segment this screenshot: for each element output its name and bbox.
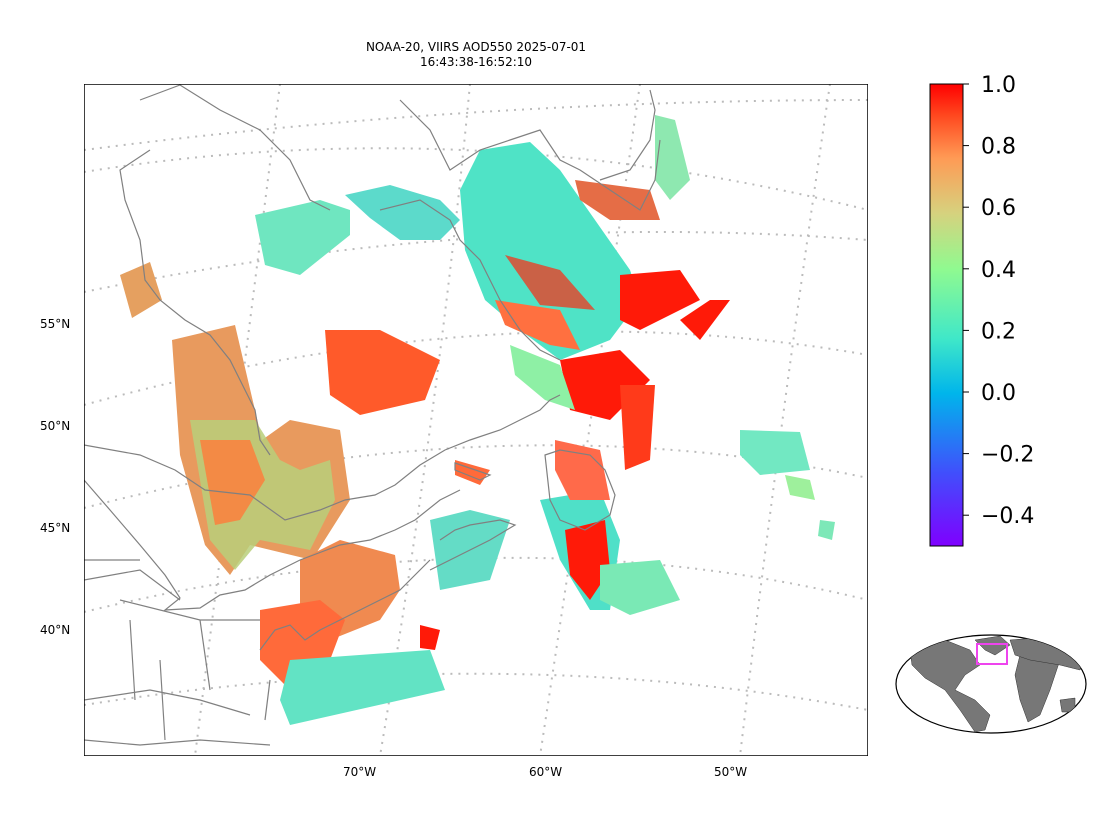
lat-label-40: 40°N xyxy=(40,623,70,637)
aod-swaths xyxy=(120,115,835,725)
colorbar: 1.0 0.8 0.6 0.4 0.2 0.0 −0.2 −0.4 xyxy=(929,73,1034,547)
lon-label-60w: 60°W xyxy=(529,765,562,779)
colorbar-gradient xyxy=(929,83,964,547)
lat-label-55: 55°N xyxy=(40,317,70,331)
colorbar-tick-label: 0.4 xyxy=(981,258,1016,283)
coastlines xyxy=(84,84,661,746)
colorbar-tick-label: 0.0 xyxy=(981,381,1016,406)
map-title: NOAA-20, VIIRS AOD550 2025-07-01 16:43:3… xyxy=(84,40,868,70)
colorbar-tick-label: −0.4 xyxy=(981,504,1034,529)
colorbar-tick-label: 0.8 xyxy=(981,135,1016,160)
colorbar-tick-label: 0.2 xyxy=(981,319,1016,344)
colorbar-ticks: 1.0 0.8 0.6 0.4 0.2 0.0 −0.2 −0.4 xyxy=(963,73,1034,529)
lon-label-70w: 70°W xyxy=(343,765,376,779)
inset-globe xyxy=(895,634,1087,734)
colorbar-tick-label: 0.6 xyxy=(981,196,1016,221)
inset-region-box xyxy=(976,643,1008,665)
colorbar-tick-label: −0.2 xyxy=(981,443,1034,468)
lat-label-45: 45°N xyxy=(40,521,70,535)
title-line-2: 16:43:38-16:52:10 xyxy=(419,55,533,69)
lat-label-50: 50°N xyxy=(40,419,70,433)
colorbar-tick-label: 1.0 xyxy=(981,73,1016,98)
map-panel xyxy=(84,84,868,756)
title-line-1: NOAA-20, VIIRS AOD550 2025-07-01 xyxy=(365,40,587,54)
lon-label-50w: 50°W xyxy=(714,765,747,779)
